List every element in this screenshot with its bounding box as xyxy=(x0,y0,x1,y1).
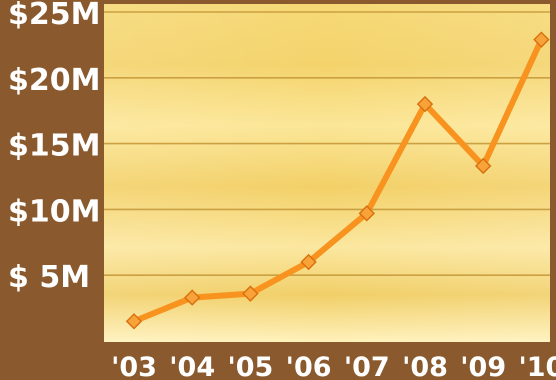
y-tick-label: $25M xyxy=(8,0,100,32)
y-axis-labels: $ 5M $10M $15M $20M $25M xyxy=(8,0,100,295)
x-tick-label: '07 xyxy=(344,352,390,380)
data-point-marker xyxy=(358,205,375,222)
data-point-marker xyxy=(416,95,434,113)
data-point-marker xyxy=(475,157,492,175)
series-line xyxy=(131,36,545,325)
data-point-marker xyxy=(184,289,201,306)
x-axis-labels: '03 '04 '05 '06 '07 '08 '09 '10 xyxy=(111,352,556,380)
data-points xyxy=(125,31,550,330)
x-tick-label: '03 xyxy=(111,352,157,380)
x-tick-label: '10 xyxy=(518,352,556,380)
y-tick-label: $10M xyxy=(8,194,100,229)
data-point-marker xyxy=(242,285,259,302)
x-tick-label: '04 xyxy=(169,352,215,380)
x-tick-label: '05 xyxy=(227,352,273,380)
data-point-marker xyxy=(125,313,143,330)
plot-shine xyxy=(104,4,550,342)
y-tick-label: $ 5M xyxy=(8,260,90,295)
data-point-marker xyxy=(300,253,317,271)
y-tick-label: $20M xyxy=(8,63,100,98)
x-tick-label: '06 xyxy=(286,352,332,380)
x-tick-label: '08 xyxy=(402,352,448,380)
grid-lines xyxy=(104,11,550,277)
y-tick-label: $15M xyxy=(8,129,100,164)
data-point-marker xyxy=(533,31,550,48)
x-tick-label: '09 xyxy=(460,352,506,380)
